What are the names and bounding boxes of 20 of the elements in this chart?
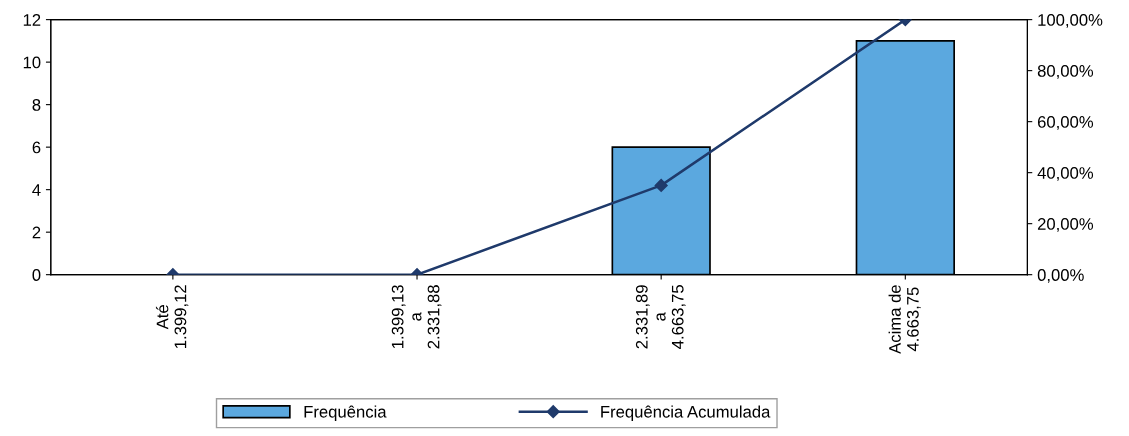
y-tick-label: 6 <box>32 141 41 154</box>
x-tick-label: Até 1.399,12 <box>155 285 189 348</box>
point <box>654 178 668 192</box>
x-tick-label: 1.399,13 a 2.331,88 <box>391 285 442 349</box>
y2-tick-label: 0,00% <box>1037 269 1084 283</box>
y2-tick-label: 20,00% <box>1037 218 1094 232</box>
y2-tick-label: 100,00% <box>1038 14 1103 28</box>
y-tick-label: 12 <box>23 14 41 26</box>
y2-tick-label: 40,00% <box>1037 167 1094 181</box>
legend-label: Frequência <box>304 405 387 421</box>
y-tick-label: 0 <box>32 269 41 281</box>
x-tick-label: Acima de 4.663,75 <box>888 285 921 354</box>
legend-label: Frequência Acumulada <box>601 405 771 421</box>
y2-tick-label: 60,00% <box>1037 116 1094 130</box>
y-tick-label: 8 <box>32 99 41 111</box>
y-tick-label: 2 <box>32 226 41 239</box>
x-tick-label: 2.331,89 a 4.663,75 <box>635 285 686 349</box>
y-tick-label: 4 <box>32 184 41 196</box>
y2-tick-label: 80,00% <box>1037 65 1094 79</box>
y-tick-label: 10 <box>23 56 41 69</box>
